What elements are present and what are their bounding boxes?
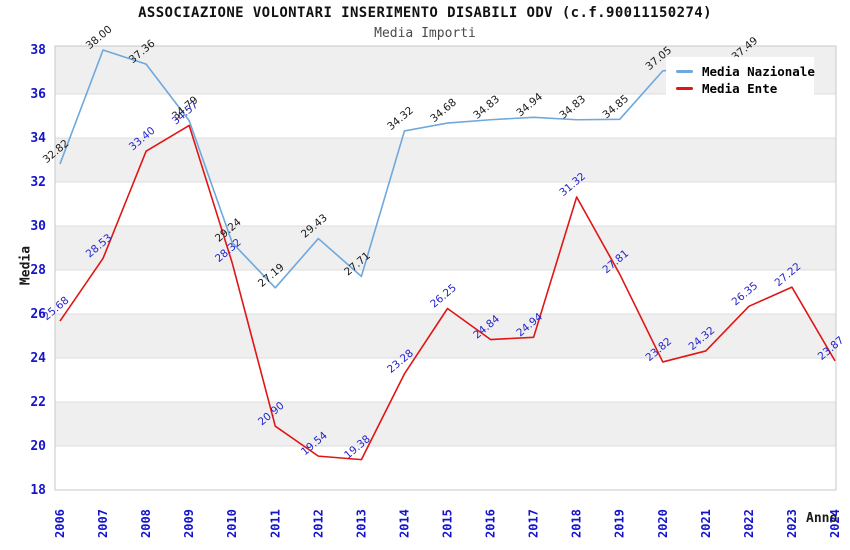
data-label-media-ente: 26.25 [428,282,459,311]
x-tick-label: 2019 [613,509,627,538]
data-label-media-nazionale: 34.32 [385,104,416,133]
series-line-media-nazionale [59,49,749,289]
y-tick-label: 28 [30,263,46,278]
x-axis-title: Anno [806,511,838,526]
y-tick-label: 38 [30,43,46,58]
x-tick-label: 2022 [742,509,756,538]
chart-title: ASSOCIAZIONE VOLONTARI INSERIMENTO DISAB… [138,5,712,21]
x-tick-label: 2023 [785,509,799,538]
x-tick-label: 2024 [828,509,842,538]
x-tick-label: 2018 [570,509,584,538]
grid-band [55,138,836,182]
legend-label: Media Nazionale [702,64,815,79]
data-label-media-nazionale: 34.94 [514,91,545,120]
y-tick-label: 30 [30,219,46,234]
y-tick-label: 18 [30,483,46,498]
y-tick-label: 24 [30,351,46,366]
x-tick-label: 2007 [96,509,110,538]
x-tick-label: 2014 [397,509,411,538]
legend-label: Media Ente [702,81,778,96]
chart-subtitle: Media Importi [374,26,476,41]
grid-band [55,226,836,270]
x-tick-label: 2008 [139,509,153,538]
y-tick-label: 20 [30,439,46,454]
x-tick-label: 2021 [699,509,713,538]
x-tick-label: 2010 [225,509,239,538]
y-tick-label: 32 [30,175,46,190]
x-tick-label: 2006 [53,509,67,538]
y-axis-title: Media [18,245,34,286]
y-tick-label: 26 [30,307,46,322]
x-tick-label: 2009 [182,509,196,538]
data-label-media-nazionale: 34.83 [557,93,588,122]
legend-item-media-ente: Media Ente [676,80,806,97]
data-label-media-nazionale: 34.85 [600,93,631,122]
legend-item-media-nazionale: Media Nazionale [676,63,815,80]
y-tick-label: 34 [30,131,46,146]
series-line-media-ente [59,124,836,461]
grid-band [55,402,836,446]
x-tick-label: 2017 [527,509,541,538]
x-tick-label: 2015 [441,509,455,538]
plot-border [54,45,837,491]
x-tick-label: 2013 [354,509,368,538]
data-label-media-nazionale: 34.83 [471,93,502,122]
x-tick-label: 2011 [268,509,282,538]
y-tick-label: 22 [30,395,46,410]
x-tick-label: 2020 [656,509,670,538]
x-tick-label: 2012 [311,509,325,538]
y-tick-label: 36 [30,87,46,102]
grid-band [55,314,836,358]
legend-line-sample-icon [676,70,693,73]
legend: Media Nazionale Media Ente [666,57,815,103]
data-label-media-nazionale: 34.68 [428,96,459,125]
x-tick-label: 2016 [484,509,498,538]
legend-line-sample-icon [676,87,693,90]
